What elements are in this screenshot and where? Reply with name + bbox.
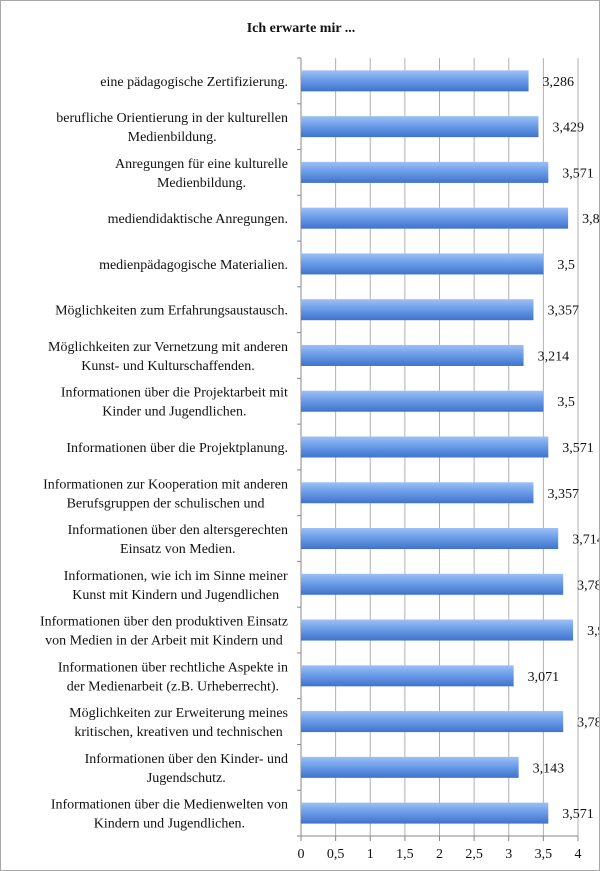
bar [301,161,549,183]
x-tick-label: 1 [367,847,374,862]
category-label: eine pädagogische Zertifizierung. [100,75,288,90]
bar [301,344,524,366]
bar [301,619,574,641]
category-label: Informationen, wie ich im Sinne meiner Ku… [64,569,288,603]
data-label: 3,857 [582,212,599,227]
data-label: 3,5 [557,258,575,273]
bar [301,665,514,687]
data-label: 3,786 [577,578,599,593]
x-tick-label: 0,5 [327,847,345,862]
data-label: 3,786 [577,716,599,731]
category-label: Informationen zur Kooperation mit andere… [43,477,288,511]
bar [301,573,564,595]
category-label: Möglichkeiten zum Erfahrungsaustausch. [55,304,288,319]
data-label: 3,571 [562,441,594,456]
x-tick-label: 2,5 [465,847,483,862]
data-label: 3,143 [533,761,565,776]
data-label: 3,429 [552,121,584,136]
bar [301,253,544,275]
bar [301,482,534,504]
data-label: 3,357 [547,487,579,502]
bar [301,207,569,229]
x-tick-label: 0 [298,847,305,862]
category-label: Informationen über den produktiven Einsa… [40,615,288,649]
x-tick-label: 1,5 [396,847,414,862]
category-label: Informationen über den altersgerechten Ei… [68,523,288,557]
bar [301,802,549,824]
bar [301,116,539,138]
category-label: Anregungen für eine kulturelle Medienbild… [115,157,288,191]
category-label: Möglichkeiten zur Vernetzung mit anderen… [48,340,288,374]
bar [301,528,559,550]
category-label: medienpädagogische Materialien. [99,258,288,273]
bar [301,70,529,92]
bar [301,299,534,321]
category-label: Informationen über rechtliche Aspekte in… [58,660,288,694]
category-label: mediendidaktische Anregungen. [108,212,288,227]
chart-title: Ich erwarte mir ... [247,21,356,36]
data-label: 3,357 [547,304,579,319]
bar [301,756,519,778]
x-tick-label: 3 [505,847,512,862]
x-tick-label: 4 [575,847,582,862]
bar [301,436,549,458]
x-tick-label: 2 [436,847,443,862]
data-label: 3,214 [538,349,570,364]
category-label: Möglichkeiten zur Erweiterung meines krit… [69,706,288,740]
data-label: 3,071 [528,670,560,685]
bar [301,711,564,733]
data-label: 3,571 [562,807,594,822]
category-label: Informationen über die Medienwelten von K… [51,798,288,832]
data-label: 3,5 [557,395,575,410]
data-label: 3,714 [572,533,599,548]
data-label: 3,571 [562,166,594,181]
x-tick-label: 3,5 [535,847,553,862]
bar [301,390,544,412]
category-label: Informationen über die Projektplanung. [66,441,288,456]
data-label: 3,929 [587,624,599,639]
data-label: 3,286 [543,75,575,90]
category-label: Informationen über den Kinder- und Jugend… [85,752,288,786]
category-label: berufliche Orientierung in der kulturell… [56,111,288,145]
category-label: Informationen über die Projektarbeit mit… [61,386,288,420]
